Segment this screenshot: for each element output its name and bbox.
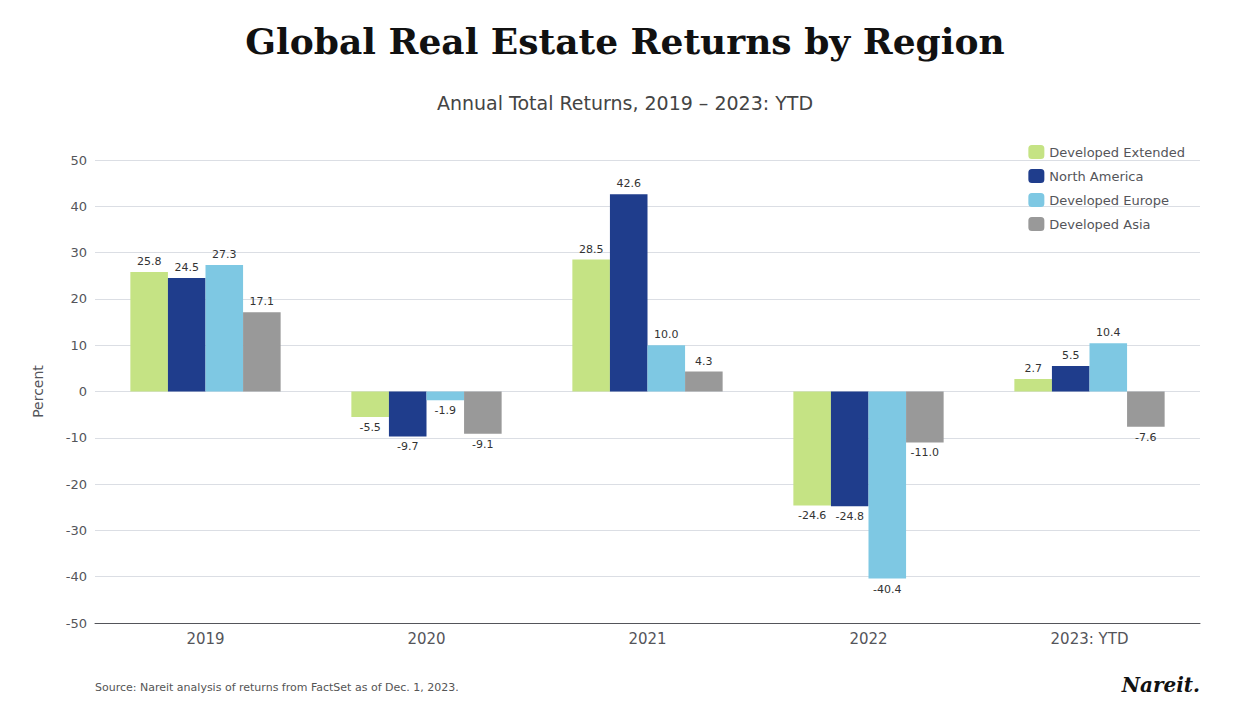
svg-text:24.5: 24.5: [174, 261, 199, 274]
svg-text:0: 0: [79, 384, 87, 399]
svg-text:2019: 2019: [186, 630, 224, 648]
svg-text:2023: YTD: 2023: YTD: [1051, 630, 1129, 648]
svg-text:-9.7: -9.7: [397, 440, 418, 453]
svg-text:-9.1: -9.1: [472, 438, 493, 451]
svg-text:North America: North America: [1049, 169, 1143, 184]
svg-text:10: 10: [70, 338, 87, 353]
svg-text:-11.0: -11.0: [911, 446, 939, 459]
svg-text:28.5: 28.5: [579, 243, 604, 256]
svg-text:4.3: 4.3: [695, 355, 713, 368]
svg-text:50: 50: [70, 153, 87, 168]
svg-text:-24.8: -24.8: [835, 510, 863, 523]
svg-text:-50: -50: [66, 616, 87, 631]
svg-text:2022: 2022: [849, 630, 887, 648]
svg-text:42.6: 42.6: [616, 177, 641, 190]
svg-text:10.0: 10.0: [654, 328, 679, 341]
svg-text:Global Real Estate Returns by: Global Real Estate Returns by Region: [245, 20, 1004, 62]
svg-text:Percent: Percent: [30, 365, 46, 418]
svg-text:40: 40: [70, 199, 87, 214]
svg-text:Nareit.: Nareit.: [1121, 673, 1200, 697]
svg-text:-1.9: -1.9: [435, 404, 456, 417]
svg-text:2021: 2021: [628, 630, 666, 648]
svg-text:2.7: 2.7: [1024, 362, 1042, 375]
svg-text:17.1: 17.1: [250, 295, 275, 308]
svg-text:Developed Europe: Developed Europe: [1049, 193, 1169, 208]
svg-text:-10: -10: [66, 430, 87, 445]
svg-text:Developed Extended: Developed Extended: [1049, 145, 1185, 160]
svg-text:Source: Nareit analysis of ret: Source: Nareit analysis of returns from …: [95, 681, 459, 694]
svg-text:-5.5: -5.5: [359, 421, 380, 434]
svg-text:5.5: 5.5: [1062, 349, 1080, 362]
svg-text:-7.6: -7.6: [1135, 431, 1156, 444]
svg-text:10.4: 10.4: [1096, 326, 1121, 339]
svg-text:-30: -30: [66, 523, 87, 538]
svg-text:25.8: 25.8: [137, 255, 162, 268]
svg-text:-24.6: -24.6: [798, 509, 826, 522]
svg-text:2020: 2020: [407, 630, 445, 648]
svg-text:Developed Asia: Developed Asia: [1049, 217, 1150, 232]
svg-text:-20: -20: [66, 477, 87, 492]
svg-text:27.3: 27.3: [212, 248, 237, 261]
svg-text:-40: -40: [66, 569, 87, 584]
svg-text:Annual Total Returns, 2019 – 2: Annual Total Returns, 2019 – 2023: YTD: [437, 92, 813, 114]
svg-text:-40.4: -40.4: [873, 583, 901, 596]
svg-text:20: 20: [70, 291, 87, 306]
svg-text:30: 30: [70, 245, 87, 260]
